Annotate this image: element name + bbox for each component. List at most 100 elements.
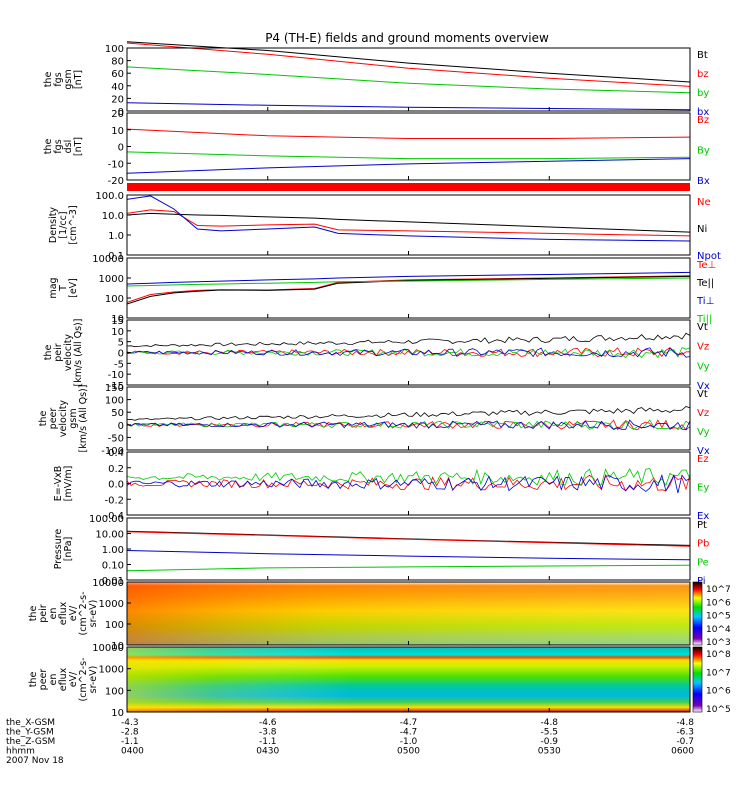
pressure-ylabel-line: Pressure	[53, 529, 64, 570]
peir-velocity-series-vx-legend: Vx	[697, 381, 710, 392]
peer-velocity-frame	[126, 386, 691, 451]
peer-velocity-ytick-label: 100	[105, 396, 124, 407]
fgs-gsm-1-ylabel-line: gsm	[63, 69, 74, 89]
pressure-ytick-label: 10.00	[95, 530, 124, 541]
ephemeris-value: -4.7	[400, 728, 418, 738]
fgs-dsl-panel: Bz By Bx 20 10 0 -10 -20 the fgs dsl [nT]	[43, 109, 710, 187]
density-series-ne-legend: Ne	[697, 197, 711, 208]
density-frame	[126, 194, 691, 256]
plot-title: P4 (TH-E) fields and ground moments over…	[265, 31, 549, 45]
peer-en-eflux-colorbar-tick: 10^8	[706, 650, 731, 660]
peer-en-eflux-colorbar-tick: 10^7	[706, 668, 731, 678]
peir-en-eflux-colorbar-tick: 10^5	[706, 612, 731, 622]
fgs-dsl-series-bz-legend: Bz	[697, 115, 709, 126]
ephemeris-value: -0.7	[676, 737, 694, 747]
peer-en-eflux-ylabel-line: sr-eV)	[88, 666, 99, 694]
temperature-panel: Te⊥ Te|| Ti⊥ Ti|| 10000 1000 100 10 mag T [eV]	[48, 254, 716, 325]
fgs-gsm-1-series-bz	[126, 42, 691, 87]
peir-en-eflux-ytick-label: 10	[111, 641, 124, 652]
density-panel: Ne Ni Npot 100.0 10.0 1.0 0.1 Density [1/cc] [cm^…	[48, 191, 721, 262]
ephemeris-value: 0500	[397, 747, 420, 757]
temperature-frame	[126, 257, 691, 319]
peer-en-eflux-ylabel-line: peer	[38, 669, 49, 691]
temperature-series-ti-legend: Ti||	[696, 314, 712, 325]
peer-en-eflux-colorbar-tick: 10^6	[706, 687, 731, 697]
peir-velocity-ytick-label: 10	[111, 327, 124, 338]
density-series-ne	[126, 209, 691, 237]
peir-velocity-ylabel-line: [km/s (All Qs)]	[73, 319, 84, 387]
section-separator-band	[127, 183, 690, 191]
fgs-gsm-1-ytick-label: 40	[111, 82, 124, 93]
pressure-series-pb	[126, 531, 691, 547]
fgs-gsm-1-ytick-label: 80	[111, 57, 124, 68]
peir-velocity-ytick-label: 5	[118, 338, 124, 349]
fgs-dsl-ylabel-line: [nT]	[73, 137, 84, 156]
peer-velocity-series-vx	[126, 419, 691, 430]
pressure-series-pi-legend: Pi	[697, 576, 706, 587]
fgs-dsl-ylabel-line: fgs	[53, 139, 64, 153]
peir-velocity-ylabel-line: velocity	[63, 334, 74, 372]
peer-en-eflux-ylabel-line: en	[48, 674, 59, 686]
peer-velocity-series-vx-legend: Vx	[697, 446, 710, 457]
peir-velocity-series-vy	[126, 346, 691, 359]
peer-en-eflux-ylabel-line: eV/	[68, 671, 79, 687]
fgs-gsm-1-series-bt-legend: Bt	[697, 50, 708, 61]
fgs-dsl-ylabel-line: the	[43, 139, 54, 155]
peer-en-eflux-ylabel-line: (cm^2-s-	[78, 658, 89, 702]
fgs-dsl-ytick-label: -20	[108, 176, 124, 187]
efield-ylabel-line: E=-VxB	[53, 466, 64, 501]
temperature-series-ti	[126, 277, 691, 287]
fgs-gsm-1-series-by	[126, 66, 691, 94]
fgs-gsm-1-ylabel-line: fgs	[53, 72, 64, 86]
peer-en-eflux-ytick-label: 10	[111, 708, 124, 719]
ephemeris-value: -4.6	[259, 718, 277, 728]
temperature-ytick-label: 100	[105, 294, 124, 305]
ephemeris-value: -4.7	[400, 718, 418, 728]
ephemeris-value: -4.3	[121, 718, 139, 728]
temperature-series-ti	[126, 271, 691, 285]
peer-en-eflux-colorbar-tick: 10^5	[706, 705, 731, 715]
peer-velocity-series-vy-legend: Vy	[697, 427, 710, 438]
peer-velocity-ylabel-line: peer	[48, 408, 59, 430]
peir-en-eflux-ytick-label: 100	[105, 620, 124, 631]
efield-series-ex	[126, 474, 691, 494]
ephemeris-value: -5.5	[540, 728, 558, 738]
fgs-gsm-1-series-bx-legend: bx	[697, 107, 709, 118]
peer-velocity-series-vt	[126, 406, 691, 421]
pressure-ylabel-line: [nPa]	[63, 537, 74, 562]
peir-velocity-series-vt-legend: Vt	[697, 322, 708, 333]
peer-velocity-ylabel-line: velocity	[58, 400, 69, 438]
peir-en-eflux-ylabel-line: en	[48, 608, 59, 620]
efield-ytick-label: -0.2	[104, 495, 124, 506]
peir-en-eflux-colorbar-tick: 10^7	[706, 585, 731, 595]
density-ytick-label: 10.0	[102, 211, 124, 222]
pressure-panel: Pt Pb Pe Pi 100.00 10.00 1.00 0.10 0.01 Pressure[…	[53, 514, 709, 587]
peir-velocity-ylabel-line: the	[43, 345, 54, 361]
fgs-dsl-series-bx	[126, 158, 691, 174]
pressure-series-pt	[126, 530, 691, 546]
density-ytick-label: 1.0	[108, 231, 124, 242]
peir-en-eflux-colorbar-tick: 10^4	[706, 625, 731, 635]
temperature-ytick-label: 1000	[99, 274, 124, 285]
peer-en-eflux-panel: 10^8 10^7 10^6 10^5 10000 1000 100 10 the peer en e…	[28, 643, 731, 719]
peer-velocity-ytick-label: 0	[118, 421, 124, 432]
peir-velocity-series-vt	[126, 332, 691, 348]
temperature-series-te	[126, 275, 691, 303]
fgs-dsl-series-bx-legend: Bx	[697, 176, 710, 187]
peer-velocity-ytick-label: 50	[111, 408, 124, 419]
density-series-npot	[126, 195, 691, 242]
ephemeris-label-hhmm: hhmm	[6, 747, 35, 757]
pressure-ytick-label: 100.00	[89, 514, 124, 525]
peir-en-eflux-ylabel-line: the	[28, 606, 39, 622]
peer-velocity-ylabel-line: gsm	[68, 408, 79, 428]
peer-velocity-ytick-label: -100	[101, 446, 124, 457]
ephemeris-value: -6.3	[676, 728, 694, 738]
fgs-gsm-1-frame	[126, 47, 691, 112]
fgs-dsl-ytick-label: 20	[111, 109, 124, 120]
peir-en-eflux-ylabel-line: peir	[38, 604, 49, 623]
peer-en-eflux-ytick-label: 100	[105, 686, 124, 697]
peir-velocity-ytick-label: -5	[114, 359, 124, 370]
ephemeris-value: -3.8	[259, 728, 277, 738]
